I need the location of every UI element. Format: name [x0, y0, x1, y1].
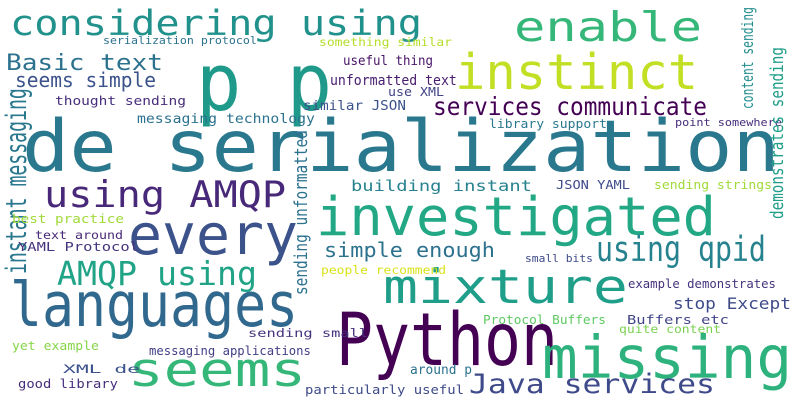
word-useful-thing: useful thing: [343, 53, 433, 69]
word-missing: missing: [542, 322, 793, 392]
word-every: every: [128, 202, 299, 268]
word-stop-except: stop Except: [673, 293, 791, 313]
word-text-around: text around: [35, 228, 123, 242]
word-sending-small: sending small: [248, 326, 369, 340]
word-enable: enable: [514, 3, 703, 52]
word-people-recommend: people recommend: [321, 263, 447, 277]
word-mixture: mixture: [383, 260, 628, 316]
word-something-similar: something similar: [319, 35, 452, 49]
word-serialization-protocol: serialization protocol: [103, 35, 257, 47]
word-p-p: p p: [196, 36, 333, 130]
word-xml-de: XML de: [63, 362, 141, 376]
word-demonstrates-sending: demonstrates sending: [768, 47, 788, 220]
word-quite-content: quite content: [619, 322, 722, 336]
word-basic-text: Basic text: [6, 49, 163, 76]
word-buffers-etc: Buffers etc: [627, 312, 729, 327]
word-thought-sending: thought sending: [55, 93, 186, 108]
word-languages: languages: [10, 269, 299, 341]
word-content-sending: content sending: [738, 7, 757, 109]
word-de-serialization: de serialization: [22, 104, 780, 188]
word-messaging-technology: messaging technology: [137, 111, 315, 127]
word-sending-strings: sending strings: [654, 177, 773, 192]
word-protocol-buffers: Protocol Buffers: [483, 312, 606, 327]
word-using-amqp: using AMQP: [44, 173, 287, 217]
word-investigated: investigated: [316, 185, 716, 248]
word-amqp-using: AMQP using: [57, 255, 257, 294]
word-best-practice: best practice: [12, 211, 124, 226]
word-using-qpid: using qpid: [596, 230, 766, 271]
word-example-demonstrates: example demonstrates: [628, 276, 776, 291]
word-simple-enough: simple enough: [324, 237, 495, 262]
word-good-library: good library: [18, 376, 118, 391]
word-json-yaml: JSON YAML: [556, 177, 630, 192]
word-yaml-protocol: YAML Protocol: [18, 239, 139, 254]
word-small-bits: small bits: [525, 253, 593, 265]
word-library-support: library support: [489, 116, 608, 131]
word-use-xml: use XML: [388, 84, 444, 99]
word-similar-json: similar JSON: [303, 98, 406, 114]
word-services-communicate: services communicate: [433, 91, 708, 121]
word-instinct: instinct: [455, 44, 699, 102]
word-sending-unformatted: sending unformatted: [292, 130, 312, 295]
word-seems: seems: [128, 343, 306, 399]
word-unformatted-text: unformatted text: [330, 72, 457, 89]
word-particularly-useful: particularly useful: [305, 382, 464, 397]
word-yet-example: yet example: [12, 338, 99, 353]
word-around-p: around p: [410, 362, 472, 378]
word-considering-using: considering using: [10, 4, 423, 45]
word-messaging-applications: messaging applications: [149, 343, 311, 358]
word-java-services: Java services: [469, 369, 715, 400]
word-point-somewhere: point somewhere: [675, 117, 782, 129]
word-python: Python: [336, 297, 559, 383]
word-seems-simple: seems simple: [15, 67, 156, 92]
word-building-instant: building instant: [351, 176, 532, 195]
